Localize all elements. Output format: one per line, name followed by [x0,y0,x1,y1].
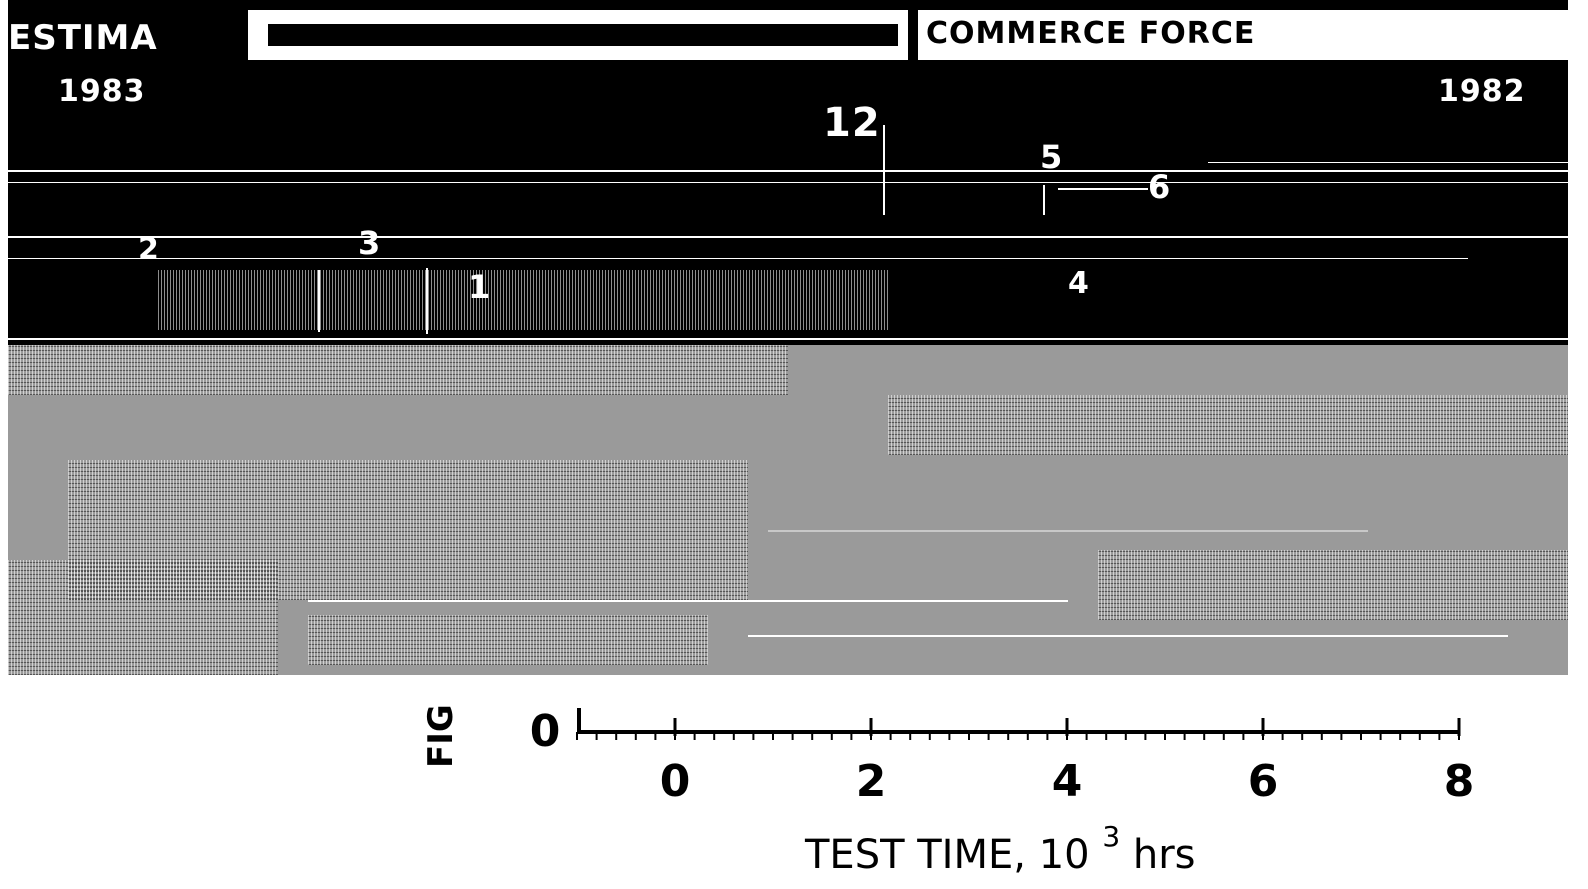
scan-noise [8,345,788,395]
scan-line [8,170,1568,172]
scan-line [8,182,1568,183]
header-left-text: ESTIMA [8,18,158,58]
x-axis-title-text: TEST TIME, 10 [804,832,1090,878]
x-axis-title-unit: hrs [1133,832,1196,878]
scan-line [883,125,885,215]
x-axis-title: TEST TIME, 10 3 hrs [804,810,1196,878]
scan-line [8,338,1568,340]
curve-label: 2 [138,232,160,267]
scan-line [1208,162,1568,163]
curve-label: 12 [823,100,881,146]
header-strip-right [918,10,1568,60]
scan-noise [1098,550,1568,620]
figure-label: FIG [421,704,461,768]
year-right-text: 1982 [1438,74,1526,109]
scan-noise [8,560,278,675]
curve-label: 1 [468,268,492,306]
scan-line [1043,185,1045,215]
x-axis: 0 2 4 6 8 0 [530,706,1475,807]
header-right-text: COMMERCE FORCE [926,16,1256,51]
x-tick-label: 0 [660,756,691,807]
scan-line [1058,188,1148,190]
x-tick-label: 6 [1248,756,1279,807]
curve-label: 5 [1040,138,1064,176]
scan-line [426,268,428,334]
scanned-figure-region: ESTIMA COMMERCE FORCE 1983 1982 12 5 6 2… [8,0,1568,675]
x-axis-title-superscript: 3 [1102,820,1120,853]
x-tick-label: 4 [1052,756,1083,807]
scan-line [768,530,1368,532]
scan-line [318,270,320,332]
scan-line [8,236,1568,238]
y-tick-label: 0 [530,706,561,757]
header-strip-left-inner [268,24,898,46]
scan-line [308,600,1068,602]
scan-noise [888,395,1568,455]
curve-label: 6 [1148,168,1172,206]
scan-noise [158,270,888,330]
x-tick-label: 8 [1444,756,1475,807]
x-tick-label: 2 [856,756,887,807]
curve-label: 4 [1068,266,1090,301]
scan-line [8,258,1468,259]
scan-line [748,635,1508,637]
curve-label: 3 [358,224,382,262]
year-left-text: 1983 [58,74,146,109]
scan-noise [308,615,708,665]
